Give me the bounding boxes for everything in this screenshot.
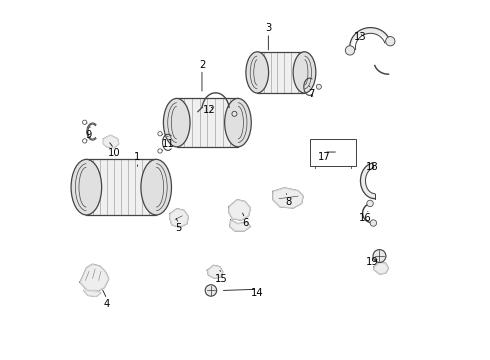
Polygon shape bbox=[230, 220, 250, 231]
Text: 15: 15 bbox=[215, 274, 228, 284]
Text: 4: 4 bbox=[104, 299, 110, 309]
Ellipse shape bbox=[246, 52, 269, 93]
Polygon shape bbox=[170, 209, 188, 227]
Circle shape bbox=[367, 200, 373, 207]
Polygon shape bbox=[229, 200, 250, 220]
Text: 18: 18 bbox=[366, 162, 379, 172]
Text: 13: 13 bbox=[353, 32, 366, 41]
Polygon shape bbox=[361, 163, 375, 199]
Circle shape bbox=[345, 46, 355, 55]
Text: 3: 3 bbox=[265, 23, 271, 33]
Text: 12: 12 bbox=[203, 105, 216, 115]
Text: 8: 8 bbox=[285, 197, 291, 207]
Ellipse shape bbox=[293, 52, 316, 93]
Polygon shape bbox=[273, 188, 303, 208]
Circle shape bbox=[386, 37, 395, 46]
Text: 10: 10 bbox=[108, 148, 121, 158]
Polygon shape bbox=[84, 291, 101, 297]
Circle shape bbox=[82, 120, 87, 125]
Polygon shape bbox=[103, 135, 119, 148]
Text: 17: 17 bbox=[318, 152, 330, 162]
Text: 16: 16 bbox=[359, 213, 371, 222]
Circle shape bbox=[205, 285, 217, 296]
Text: 14: 14 bbox=[251, 288, 264, 298]
Ellipse shape bbox=[71, 159, 101, 215]
Circle shape bbox=[82, 139, 87, 143]
Text: 6: 6 bbox=[242, 218, 248, 228]
Text: 5: 5 bbox=[175, 224, 182, 233]
Polygon shape bbox=[374, 262, 389, 274]
Circle shape bbox=[158, 149, 162, 153]
Bar bbox=[86, 159, 156, 215]
Ellipse shape bbox=[141, 159, 171, 215]
Bar bbox=[310, 139, 356, 166]
Bar bbox=[177, 98, 238, 147]
Text: 9: 9 bbox=[86, 130, 92, 140]
Circle shape bbox=[232, 111, 237, 116]
Text: 7: 7 bbox=[308, 89, 315, 99]
Circle shape bbox=[158, 132, 162, 136]
Bar bbox=[257, 52, 304, 93]
Ellipse shape bbox=[224, 98, 251, 147]
Polygon shape bbox=[80, 264, 109, 292]
Text: 19: 19 bbox=[366, 257, 379, 267]
Circle shape bbox=[370, 220, 377, 226]
Polygon shape bbox=[207, 265, 223, 278]
Text: 2: 2 bbox=[199, 60, 205, 70]
Circle shape bbox=[373, 249, 386, 262]
Text: 11: 11 bbox=[162, 139, 174, 149]
Ellipse shape bbox=[164, 98, 190, 147]
Circle shape bbox=[317, 84, 321, 89]
Text: 1: 1 bbox=[134, 152, 141, 162]
